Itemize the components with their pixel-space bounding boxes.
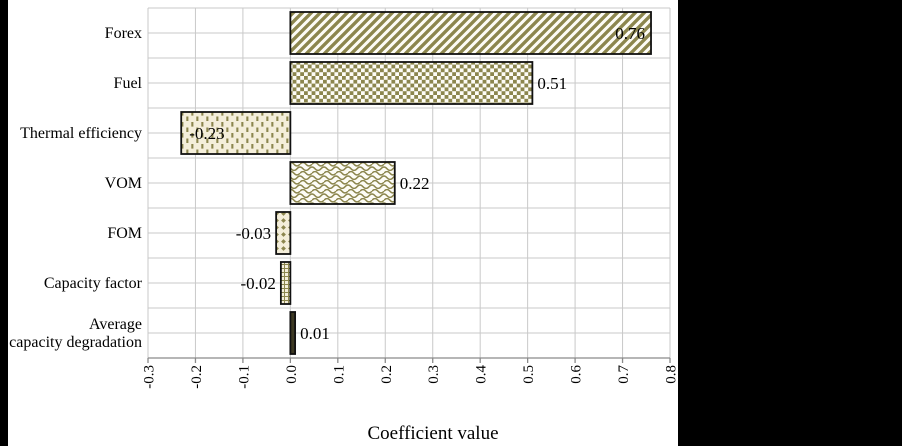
category-labels-group: Forex Fuel Thermal efficiency VOM FOM Capacit… [9,25,143,351]
category-label: VOM [105,175,142,192]
category-label: Capacity factor [44,275,143,292]
x-tick-label: 0.0 [284,365,300,384]
x-tick-label: -0.3 [142,365,158,389]
bar-average-capacity-degradation [289,311,297,355]
bars-group [180,11,652,355]
bar-forex [289,11,652,55]
category-label: Fuel [114,75,143,92]
x-tick-label: -0.1 [236,365,252,389]
value-label: 0.22 [400,174,430,193]
bar-fuel [289,61,534,105]
bar-vom [289,161,396,205]
bar-capacity-factor [279,261,292,305]
value-label: -0.23 [189,124,224,143]
x-tick-label: 0.1 [331,365,347,384]
value-label: 0.01 [300,324,330,343]
x-tick-label: 0.4 [474,365,490,384]
category-label: Thermal efficiency [20,125,142,142]
bar-fom [275,211,292,255]
right-black-band [678,0,902,446]
value-labels-group: 0.76 0.51 -0.23 0.22 -0.03 -0.02 0.01 [189,24,645,343]
x-tick-label: 0.3 [426,365,442,384]
category-label: Forex [105,25,142,42]
x-tick-labels-group: -0.3 -0.2 -0.1 0.0 0.1 0.2 0.3 0.4 0.5 0.6 0.7 0.8 [142,365,680,389]
x-tick-label: 0.6 [569,365,585,384]
x-axis [147,357,671,363]
bar-thermal-efficiency [180,111,292,155]
x-axis-title: Coefficient value [367,423,498,444]
category-label: Average capacity degradation [9,316,142,351]
x-tick-label: 0.8 [664,365,680,384]
left-black-band [0,0,8,446]
x-tick-label: 0.2 [379,365,395,384]
x-tick-label: 0.5 [521,365,537,384]
value-label: 0.76 [615,24,645,43]
x-tick-label: 0.7 [616,365,632,384]
x-tick-label: -0.2 [189,365,205,389]
category-label: FOM [107,225,142,242]
value-label: -0.02 [240,274,275,293]
value-label: -0.03 [236,224,271,243]
value-label: 0.51 [537,74,567,93]
